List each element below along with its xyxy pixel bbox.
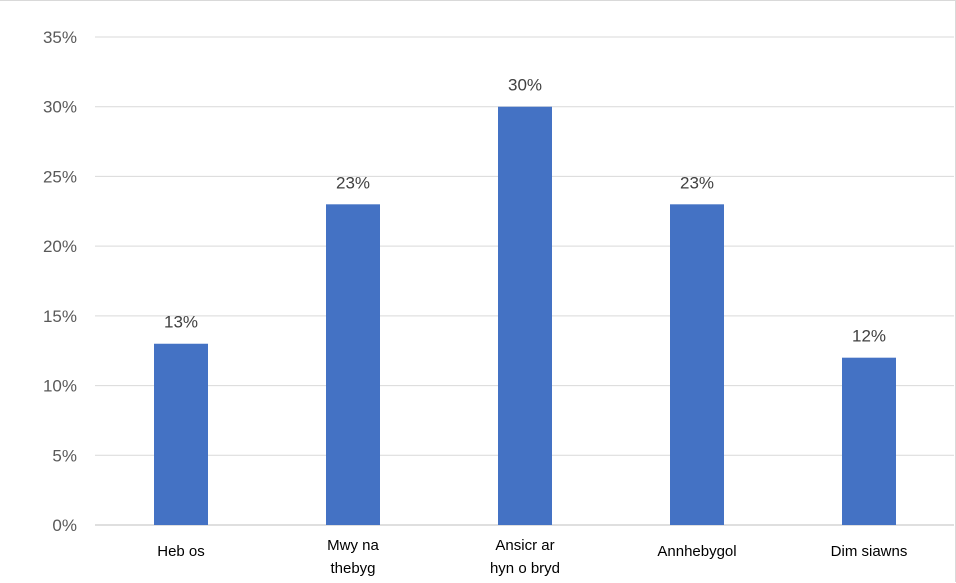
bar[interactable]: [154, 343, 208, 525]
y-tick-label: 35%: [43, 28, 77, 47]
bar[interactable]: [326, 204, 380, 526]
data-label: 12%: [852, 327, 886, 346]
category-label-line: Ansicr ar: [495, 537, 554, 554]
y-tick-label: 25%: [43, 167, 77, 186]
data-label: 23%: [680, 173, 714, 192]
bar[interactable]: [842, 357, 896, 525]
category-label: Annhebygol: [657, 543, 736, 560]
data-label: 30%: [508, 76, 542, 95]
category-label-line: Heb os: [157, 543, 205, 560]
category-label: Heb os: [157, 543, 205, 560]
category-label-line: thebyg: [330, 560, 375, 577]
data-label: 23%: [336, 173, 370, 192]
category-label: Ansicr ar hyn o bryd: [490, 537, 560, 577]
category-label: Dim siawns: [831, 543, 908, 560]
y-tick-label: 30%: [43, 98, 77, 117]
y-tick-label: 5%: [52, 446, 77, 465]
category-label-line: hyn o bryd: [490, 560, 560, 577]
category-label-line: Dim siawns: [831, 543, 908, 560]
y-tick-label: 20%: [43, 237, 77, 256]
data-label: 13%: [164, 313, 198, 332]
category-label-line: Annhebygol: [657, 543, 736, 560]
category-label-line: Mwy na: [327, 537, 379, 554]
y-tick-label: 0%: [52, 516, 77, 535]
bar[interactable]: [670, 204, 724, 526]
y-tick-label: 10%: [43, 377, 77, 396]
bar[interactable]: [498, 106, 552, 525]
category-label: Mwy na thebyg: [327, 537, 379, 577]
y-tick-label: 15%: [43, 307, 77, 326]
